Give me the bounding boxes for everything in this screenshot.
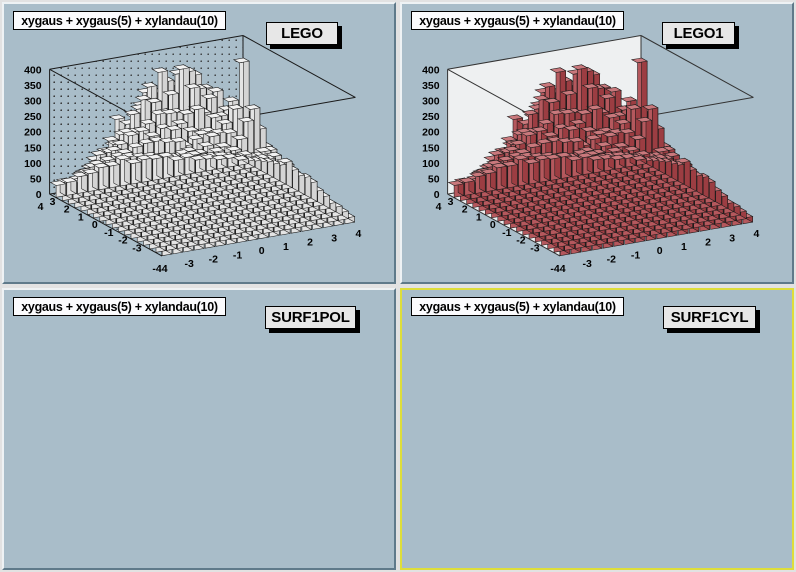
svg-text:1: 1 (78, 211, 84, 223)
svg-text:3: 3 (448, 196, 454, 208)
svg-text:100: 100 (24, 158, 42, 170)
svg-text:0: 0 (259, 245, 265, 257)
svg-text:150: 150 (422, 142, 440, 154)
svg-text:0: 0 (36, 189, 42, 201)
svg-text:0: 0 (434, 189, 440, 201)
svg-text:2: 2 (705, 237, 711, 249)
svg-text:300: 300 (422, 96, 440, 108)
svg-text:1: 1 (476, 211, 482, 223)
svg-text:350: 350 (422, 80, 440, 92)
svg-text:-2: -2 (607, 254, 616, 266)
svg-text:2: 2 (64, 204, 70, 216)
svg-text:-2: -2 (516, 235, 525, 247)
svg-text:3: 3 (729, 232, 735, 244)
svg-text:-1: -1 (104, 227, 113, 239)
svg-text:-1: -1 (233, 249, 242, 261)
svg-text:300: 300 (24, 96, 42, 108)
svg-text:-1: -1 (502, 227, 511, 239)
svg-text:-2: -2 (118, 235, 127, 247)
svg-text:-1: -1 (631, 249, 640, 261)
svg-text:-3: -3 (185, 258, 194, 270)
svg-text:250: 250 (422, 111, 440, 123)
svg-text:50: 50 (428, 174, 440, 186)
svg-text:200: 200 (422, 127, 440, 139)
svg-text:4: 4 (436, 201, 442, 213)
svg-text:50: 50 (30, 174, 42, 186)
svg-text:3: 3 (331, 232, 337, 244)
svg-text:250: 250 (24, 111, 42, 123)
svg-text:4: 4 (355, 228, 361, 240)
svg-text:3: 3 (50, 196, 56, 208)
svg-text:200: 200 (24, 127, 42, 139)
svg-text:-3: -3 (530, 242, 539, 254)
svg-text:4: 4 (753, 228, 759, 240)
svg-text:-3: -3 (132, 242, 141, 254)
svg-text:-44: -44 (550, 263, 565, 275)
svg-text:100: 100 (422, 158, 440, 170)
svg-text:1: 1 (283, 241, 289, 253)
svg-text:-3: -3 (583, 258, 592, 270)
svg-text:-2: -2 (209, 254, 218, 266)
svg-text:2: 2 (462, 204, 468, 216)
svg-text:0: 0 (92, 219, 98, 231)
svg-text:2: 2 (307, 237, 313, 249)
svg-text:0: 0 (657, 245, 663, 257)
svg-text:1: 1 (681, 241, 687, 253)
svg-text:400: 400 (24, 64, 42, 76)
svg-text:150: 150 (24, 142, 42, 154)
svg-text:-44: -44 (152, 263, 167, 275)
svg-text:4: 4 (38, 201, 44, 213)
svg-text:0: 0 (490, 219, 496, 231)
svg-text:350: 350 (24, 80, 42, 92)
svg-text:400: 400 (422, 64, 440, 76)
